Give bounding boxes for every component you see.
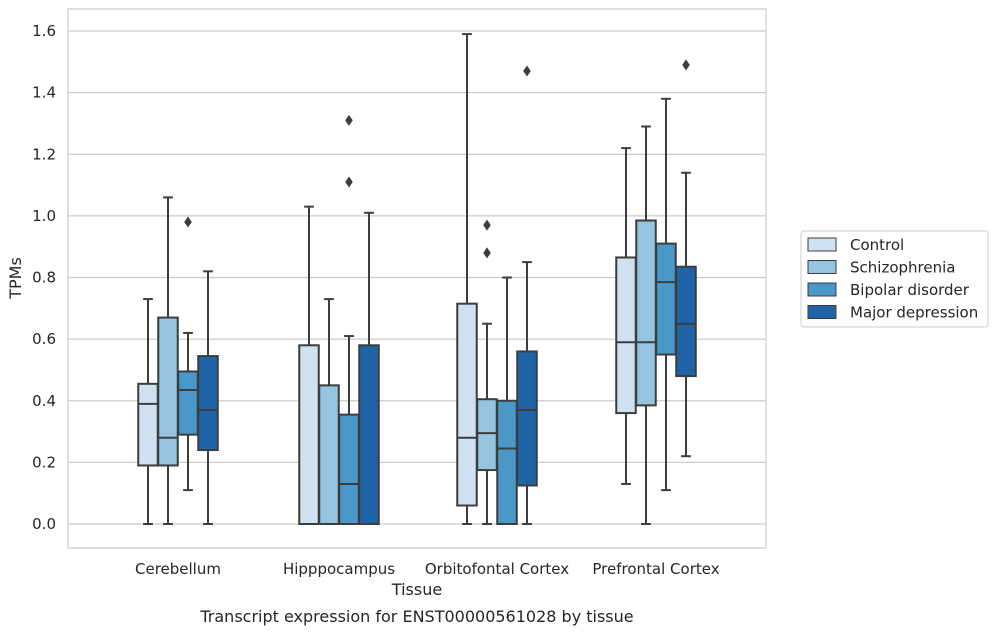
box-bipolar-disorder [655, 97, 677, 492]
chart-caption: Transcript expression for ENST0000056102… [199, 607, 633, 626]
legend: Control Schizophrenia Bipolar disorder Majo… [800, 230, 989, 328]
legend-swatch [807, 282, 837, 297]
legend-label: Major depression [850, 304, 978, 322]
legend-swatch [807, 237, 837, 252]
outlier-point [682, 59, 690, 71]
box-body [157, 316, 179, 467]
box-body [298, 344, 320, 525]
box-schizophrenia [476, 219, 498, 525]
y-tick-label: 0.6 [32, 330, 56, 348]
box-schizophrenia [157, 196, 179, 525]
x-tick-label: Orbitofontal Cortex [425, 560, 569, 578]
y-tick-label: 0.8 [32, 269, 56, 287]
x-tick-label: Hipppocampus [283, 560, 395, 578]
box-body [197, 355, 219, 452]
box-body [358, 344, 380, 525]
box-body [516, 350, 538, 487]
box-schizophrenia [635, 125, 657, 525]
box-body [338, 413, 360, 526]
y-tick-label: 0.0 [32, 515, 56, 533]
y-axis-title: TPMs [6, 257, 25, 300]
legend-swatch [807, 305, 837, 319]
box-body [137, 382, 159, 467]
legend-label: Bipolar disorder [850, 281, 970, 299]
outlier-point [523, 65, 531, 77]
legend-frame [800, 230, 989, 328]
outlier-point [483, 219, 491, 231]
x-tick-labels: Cerebellum Hipppocampus Orbitofontal Corte… [135, 560, 720, 578]
outlier-point [345, 176, 353, 188]
outlier-point [184, 216, 192, 228]
box-body [476, 398, 498, 472]
box-body [655, 242, 677, 356]
y-tick-label: 0.4 [32, 392, 56, 410]
y-tick-label: 0.2 [32, 453, 56, 471]
box-schizophrenia [318, 298, 340, 525]
box-body [318, 384, 340, 525]
box-bipolar-disorder [496, 276, 518, 525]
box-bipolar-disorder [177, 216, 199, 492]
y-tick-label: 1.6 [32, 22, 56, 40]
box-body [496, 399, 518, 525]
box-major-depression [197, 270, 219, 525]
y-tick-labels: 0.0 0.2 0.4 0.6 0.8 1.0 1.2 1.4 1.6 [32, 22, 56, 533]
y-tick-label: 1.0 [32, 207, 56, 225]
box-body [177, 370, 199, 436]
box-body [615, 256, 637, 415]
box-body [635, 219, 657, 407]
x-axis-title: Tissue [391, 580, 442, 599]
legend-label: Schizophrenia [850, 259, 955, 277]
outlier-point [483, 247, 491, 259]
box-control [298, 205, 320, 525]
x-tick-label: Cerebellum [135, 560, 221, 578]
box-control [615, 147, 637, 485]
x-tick-label: Prefrontal Cortex [592, 560, 719, 578]
box-major-depression [358, 211, 380, 525]
y-tick-label: 1.2 [32, 145, 56, 163]
box-bipolar-disorder [338, 114, 360, 526]
box-body [675, 265, 697, 378]
legend-swatch [807, 260, 837, 274]
box-body [456, 302, 478, 507]
box-major-depression [675, 59, 697, 458]
legend-label: Control [850, 236, 904, 254]
box-control [456, 33, 478, 525]
plot-area-frame [67, 8, 767, 549]
y-tick-label: 1.4 [32, 84, 56, 102]
box-control [137, 298, 159, 525]
box-major-depression [516, 65, 538, 525]
boxes [137, 33, 697, 526]
outlier-point [345, 114, 353, 126]
